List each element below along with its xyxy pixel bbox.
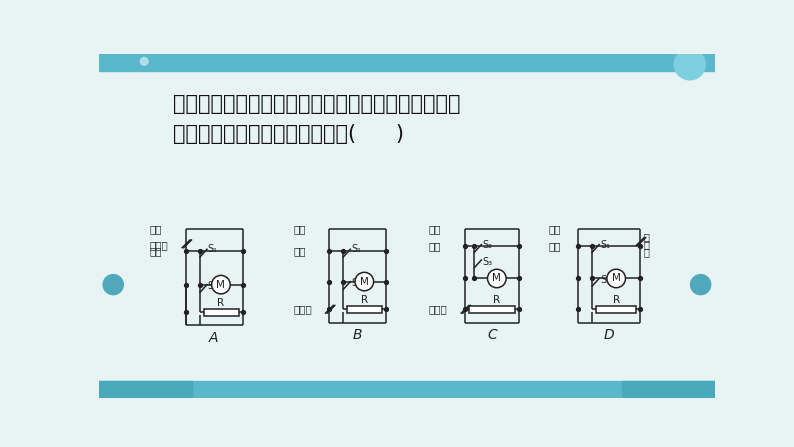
Text: S₁: S₁ <box>351 244 361 254</box>
Bar <box>204 309 239 316</box>
Bar <box>99 381 715 398</box>
Text: 选项图中，关于电路连接方式以及与铝合金吊顶接触: 选项图中，关于电路连接方式以及与铝合金吊顶接触 <box>173 94 461 114</box>
Bar <box>347 306 382 313</box>
Text: 火线: 火线 <box>293 224 306 234</box>
Text: S₂: S₂ <box>600 275 610 285</box>
Text: 破损处: 破损处 <box>149 240 168 250</box>
Bar <box>469 306 515 313</box>
Text: C: C <box>488 329 497 342</box>
Text: A: A <box>209 331 218 345</box>
Circle shape <box>212 275 230 294</box>
Text: S₁: S₁ <box>208 244 218 254</box>
Text: S₂: S₂ <box>482 240 492 249</box>
Circle shape <box>674 49 705 80</box>
Text: 火线: 火线 <box>549 224 561 234</box>
Text: 破损处: 破损处 <box>429 304 447 314</box>
Text: 处: 处 <box>643 247 649 257</box>
Text: S₂: S₂ <box>208 281 218 291</box>
Bar <box>99 381 192 398</box>
Circle shape <box>355 272 374 291</box>
Text: 火线: 火线 <box>149 224 162 234</box>
Text: 零线: 零线 <box>149 246 162 256</box>
Text: 损: 损 <box>643 240 649 249</box>
Text: 零线: 零线 <box>429 241 441 251</box>
Bar <box>622 381 715 398</box>
Circle shape <box>488 269 506 288</box>
Circle shape <box>607 269 626 288</box>
Text: R: R <box>493 295 500 305</box>
Text: M: M <box>360 277 368 287</box>
Text: 火线: 火线 <box>429 224 441 234</box>
Bar <box>99 54 715 71</box>
Text: 破损处: 破损处 <box>293 304 312 314</box>
Text: R: R <box>613 295 620 305</box>
Text: S₃: S₃ <box>482 257 492 266</box>
Circle shape <box>103 274 123 295</box>
Text: 零线: 零线 <box>293 246 306 256</box>
Text: M: M <box>611 274 621 283</box>
Text: D: D <box>604 329 615 342</box>
Text: S₂: S₂ <box>351 278 361 288</box>
Circle shape <box>141 58 148 65</box>
Bar <box>596 306 636 313</box>
Text: 零线: 零线 <box>549 241 561 251</box>
Circle shape <box>691 274 711 295</box>
Text: B: B <box>353 329 362 342</box>
Text: R: R <box>218 298 225 308</box>
Text: M: M <box>217 280 225 290</box>
Text: 破: 破 <box>643 232 649 242</box>
Text: 的导线破损处的描述最合理的是(      ): 的导线破损处的描述最合理的是( ) <box>173 125 404 144</box>
Text: R: R <box>360 295 368 305</box>
Text: S₁: S₁ <box>600 240 610 249</box>
Text: M: M <box>492 274 501 283</box>
